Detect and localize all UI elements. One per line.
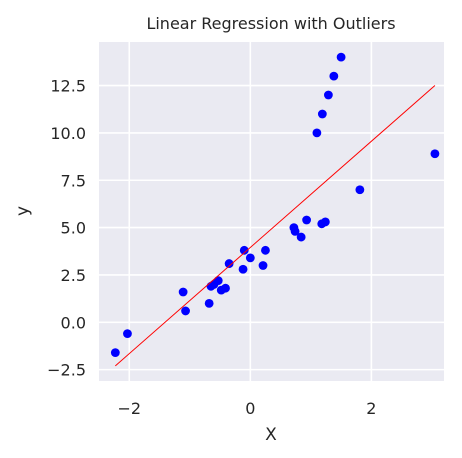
data-point [355, 185, 365, 195]
data-point [204, 298, 214, 308]
y-axis-label: y [13, 206, 33, 216]
chart-title: Linear Regression with Outliers [146, 14, 395, 33]
data-point [258, 261, 268, 270]
data-point [320, 217, 330, 227]
data-point [178, 287, 188, 297]
data-marks [110, 52, 440, 367]
data-point [312, 128, 322, 138]
data-point [239, 245, 249, 255]
data-point [296, 232, 306, 242]
x-tick-label: 0 [245, 399, 255, 418]
regression-line [115, 85, 436, 367]
y-tick-label: 10.0 [50, 124, 86, 143]
y-tick-label: −2.5 [47, 361, 86, 380]
data-point [245, 253, 255, 263]
data-point [430, 149, 440, 159]
data-point [329, 71, 339, 81]
data-point [261, 245, 270, 255]
y-tick-label: 5.0 [61, 219, 86, 238]
tick-labels: −2 0 2 −2.5 0.0 2.5 5.0 7.5 10.0 12.5 [47, 77, 376, 418]
data-point [110, 348, 120, 357]
grid-lines [99, 42, 444, 381]
data-point [238, 264, 248, 274]
data-point [221, 283, 230, 293]
data-point [290, 226, 300, 236]
data-point [224, 259, 234, 268]
x-axis-label: X [265, 425, 277, 445]
data-point [317, 109, 327, 119]
x-tick-label: 2 [366, 399, 376, 418]
y-tick-label: 12.5 [50, 77, 86, 96]
data-point [123, 329, 132, 339]
data-point [181, 306, 190, 316]
data-point [213, 276, 223, 286]
data-point [323, 90, 333, 100]
x-tick-label: −2 [117, 399, 141, 418]
data-point [336, 52, 346, 62]
y-tick-label: 0.0 [61, 313, 86, 332]
data-point [302, 215, 312, 225]
y-tick-label: 7.5 [61, 171, 86, 190]
plot-area [99, 42, 444, 381]
y-tick-label: 2.5 [61, 266, 86, 285]
